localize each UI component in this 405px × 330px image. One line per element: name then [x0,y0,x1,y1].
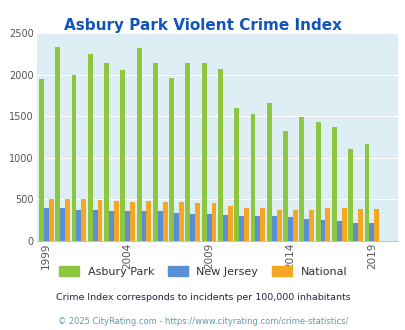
Bar [325,208,330,241]
Bar [292,210,297,241]
Bar [234,108,239,241]
Bar [65,199,70,241]
Bar [92,210,97,241]
Bar [352,223,357,241]
Bar [373,209,378,241]
Bar [125,211,130,241]
Bar [303,219,309,241]
Bar [87,54,92,241]
Bar [287,217,292,241]
Bar [255,216,260,241]
Text: Crime Index corresponds to incidents per 100,000 inhabitants: Crime Index corresponds to incidents per… [55,292,350,302]
Bar [260,209,264,241]
Bar [211,203,216,241]
Bar [185,63,190,241]
Bar [49,199,53,241]
Bar [153,63,158,241]
Bar [141,211,146,241]
Bar [71,75,76,241]
Bar [136,48,141,241]
Bar [250,115,255,241]
Bar [179,202,183,241]
Bar [217,69,222,241]
Bar [227,206,232,241]
Bar [113,201,118,241]
Bar [190,214,195,241]
Bar [347,148,352,241]
Bar [162,202,167,241]
Bar [120,70,125,241]
Bar [169,78,174,241]
Bar [109,211,113,241]
Bar [357,209,362,241]
Bar [104,63,109,241]
Bar [222,215,227,241]
Bar [320,220,325,241]
Bar [81,199,86,241]
Legend: Asbury Park, New Jersey, National: Asbury Park, New Jersey, National [54,261,351,281]
Bar [60,208,65,241]
Bar [364,145,369,241]
Bar [130,202,135,241]
Bar [276,210,281,241]
Bar [271,216,276,241]
Bar [239,215,243,241]
Bar [201,63,206,241]
Bar [369,223,373,241]
Text: © 2025 CityRating.com - https://www.cityrating.com/crime-statistics/: © 2025 CityRating.com - https://www.city… [58,317,347,326]
Bar [174,214,179,241]
Bar [341,208,346,241]
Bar [195,203,200,241]
Bar [282,131,287,241]
Bar [266,103,271,241]
Bar [206,214,211,241]
Bar [146,201,151,241]
Bar [158,212,162,241]
Bar [44,208,49,241]
Bar [97,200,102,241]
Bar [309,210,313,241]
Bar [315,122,320,241]
Bar [336,221,341,241]
Bar [39,79,44,241]
Bar [298,117,303,241]
Bar [243,208,248,241]
Bar [331,127,336,241]
Bar [55,47,60,241]
Text: Asbury Park Violent Crime Index: Asbury Park Violent Crime Index [64,18,341,33]
Bar [76,210,81,241]
